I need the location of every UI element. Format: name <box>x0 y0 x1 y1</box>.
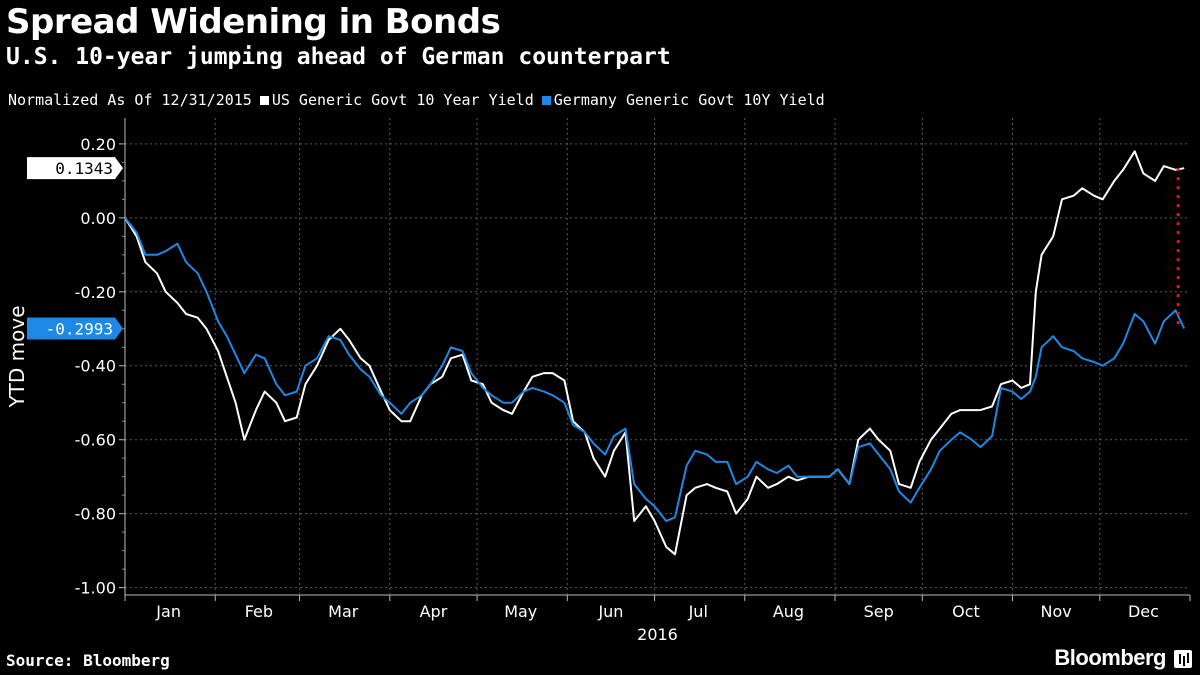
source-note: Source: Bloomberg <box>6 651 170 670</box>
legend-item-germany: Germany Generic Govt 10Y Yield <box>541 91 825 109</box>
x-tick-label: Oct <box>952 602 980 621</box>
legend-swatch-germany <box>541 95 551 105</box>
x-tick-label: May <box>504 602 537 621</box>
legend-label-us: US Generic Govt 10 Year Yield <box>271 91 534 109</box>
x-tick-label: Jan <box>155 602 181 621</box>
bloomberg-chart-icon <box>1174 650 1192 668</box>
x-tick-label: Dec <box>1128 602 1159 621</box>
last-value-badge-label: -0.2993 <box>46 320 113 339</box>
legend-note: Normalized As Of 12/31/2015 <box>8 91 252 109</box>
y-tick-label: -0.20 <box>75 283 116 302</box>
legend-swatch-us <box>259 95 269 105</box>
y-tick-label: -0.40 <box>75 357 116 376</box>
last-value-badge <box>27 157 123 180</box>
chart-subtitle: U.S. 10-year jumping ahead of German cou… <box>6 44 671 70</box>
legend-item-us: US Generic Govt 10 Year Yield <box>259 91 534 109</box>
y-tick-label: -0.80 <box>75 505 116 524</box>
chart-title: Spread Widening in Bonds <box>6 2 501 42</box>
y-axis-label: YTD move <box>5 305 29 408</box>
x-tick-label: Mar <box>328 602 359 621</box>
y-tick-label: -1.00 <box>75 579 116 598</box>
legend: Normalized As Of 12/31/2015 US Generic G… <box>8 91 833 109</box>
x-tick-label: Nov <box>1041 602 1072 621</box>
y-tick-label: -0.60 <box>75 431 116 450</box>
y-tick-label: 0.20 <box>80 135 116 154</box>
y-tick-label: 0.00 <box>80 209 116 228</box>
brand-logo: Bloomberg <box>1054 645 1166 670</box>
x-tick-label: Jul <box>688 602 708 621</box>
x-tick-label: Aug <box>773 602 804 621</box>
series-line-germany <box>124 217 1186 522</box>
legend-label-germany: Germany Generic Govt 10Y Yield <box>553 91 825 109</box>
x-tick-label: Jun <box>597 602 623 621</box>
x-tick-label: Feb <box>245 602 273 621</box>
x-axis-label: 2016 <box>637 625 678 644</box>
series-line-us <box>124 150 1185 556</box>
x-tick-label: Sep <box>864 602 894 621</box>
x-tick-label: Apr <box>420 602 448 621</box>
last-value-badge <box>27 317 123 340</box>
last-value-badge-label: 0.1343 <box>55 159 113 178</box>
